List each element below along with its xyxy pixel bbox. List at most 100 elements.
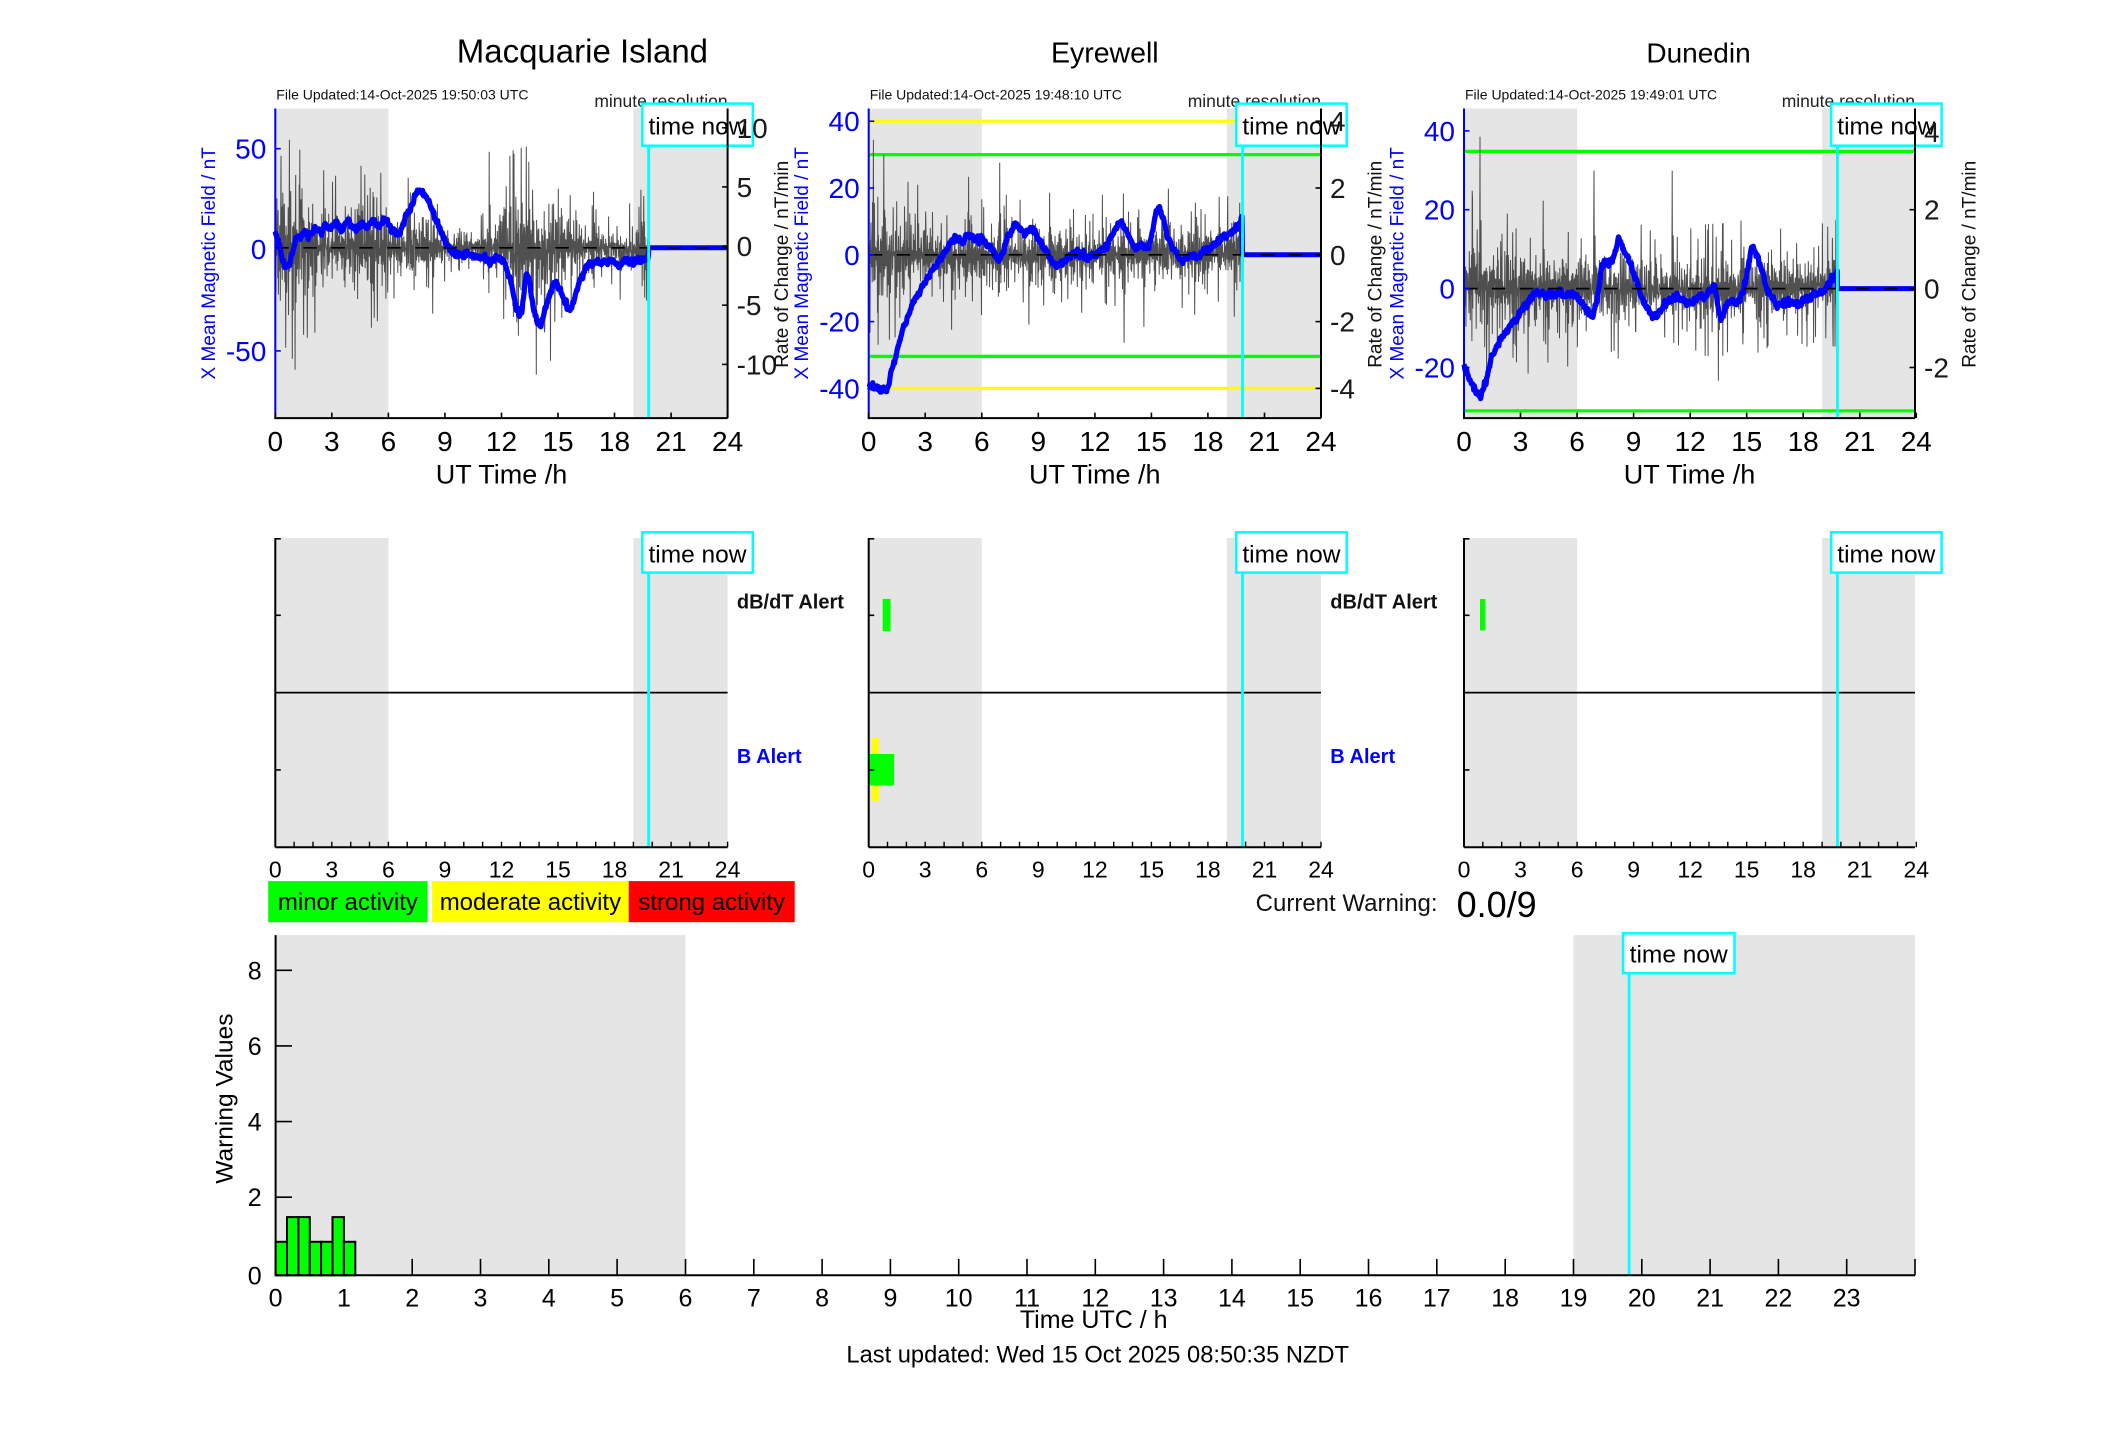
svg-text:18: 18 [602,857,628,883]
svg-text:5: 5 [610,1285,624,1313]
svg-text:5: 5 [737,172,753,203]
svg-text:20: 20 [829,173,860,204]
svg-text:21: 21 [1696,1285,1724,1313]
svg-text:15: 15 [1136,426,1167,457]
svg-text:23: 23 [1833,1285,1861,1313]
svg-text:3: 3 [1513,426,1529,457]
svg-text:4: 4 [248,1109,262,1137]
svg-text:6: 6 [974,426,990,457]
svg-text:0: 0 [1458,857,1471,883]
svg-text:21: 21 [1844,426,1875,457]
svg-text:0: 0 [861,426,877,457]
svg-text:-4: -4 [1330,373,1355,404]
svg-text:9: 9 [883,1285,897,1313]
svg-text:0: 0 [1439,274,1455,305]
svg-text:9: 9 [1627,857,1640,883]
svg-text:File Updated:14-Oct-2025 19:48: File Updated:14-Oct-2025 19:48:10 UTC [870,87,1122,103]
svg-text:time now: time now [1837,114,1935,141]
svg-text:X Mean Magnetic Field / nT: X Mean Magnetic Field / nT [792,147,813,380]
svg-text:UT Time /h: UT Time /h [1624,460,1756,490]
svg-text:24: 24 [1904,857,1930,883]
svg-text:24: 24 [712,426,743,457]
svg-text:Rate of Change / nT/min: Rate of Change / nT/min [772,161,793,368]
svg-text:8: 8 [815,1285,829,1313]
svg-text:19: 19 [1560,1285,1588,1313]
svg-text:6: 6 [679,1285,693,1313]
svg-text:0: 0 [268,426,284,457]
svg-text:-20: -20 [819,307,859,338]
svg-text:10: 10 [737,113,768,144]
svg-text:moderate activity: moderate activity [440,889,621,916]
svg-text:X Mean Magnetic Field / nT: X Mean Magnetic Field / nT [199,147,220,380]
svg-text:12: 12 [1677,857,1703,883]
svg-text:3: 3 [474,1285,488,1313]
svg-text:File Updated:14-Oct-2025 19:49: File Updated:14-Oct-2025 19:49:01 UTC [1465,87,1717,103]
svg-text:Current Warning:: Current Warning: [1256,890,1438,917]
svg-text:24: 24 [1308,857,1334,883]
svg-text:-2: -2 [1924,353,1949,384]
svg-text:1: 1 [337,1285,351,1313]
svg-text:2: 2 [1924,195,1940,226]
svg-text:time now: time now [1837,541,1935,568]
svg-text:21: 21 [1252,857,1278,883]
svg-text:17: 17 [1423,1285,1451,1313]
svg-text:Rate of Change / nT/min: Rate of Change / nT/min [1366,161,1387,368]
svg-text:13: 13 [1150,1285,1178,1313]
svg-text:9: 9 [1032,857,1045,883]
svg-text:0: 0 [251,234,267,265]
svg-text:6: 6 [975,857,988,883]
svg-text:12: 12 [1082,857,1108,883]
svg-text:time now: time now [648,541,746,568]
svg-text:21: 21 [656,426,687,457]
svg-text:15: 15 [1731,426,1762,457]
svg-text:Time UTC / h: Time UTC / h [1020,1306,1168,1334]
svg-text:21: 21 [1249,426,1280,457]
svg-text:UT Time /h: UT Time /h [1029,460,1161,490]
svg-text:time now: time now [1242,114,1340,141]
svg-text:Last updated: Wed 15 Oct 2025: Last updated: Wed 15 Oct 2025 08:50:35 N… [846,1343,1349,1369]
svg-text:18: 18 [599,426,630,457]
svg-text:Dunedin: Dunedin [1646,38,1750,69]
svg-text:dB/dT Alert: dB/dT Alert [1330,591,1437,613]
svg-text:12: 12 [1079,426,1110,457]
svg-text:11: 11 [1014,1285,1040,1313]
svg-text:File Updated:14-Oct-2025 19:50: File Updated:14-Oct-2025 19:50:03 UTC [276,87,528,103]
svg-text:3: 3 [917,426,933,457]
svg-text:2: 2 [248,1184,262,1212]
svg-text:18: 18 [1788,426,1819,457]
svg-text:18: 18 [1192,426,1223,457]
svg-text:15: 15 [1139,857,1165,883]
svg-text:22: 22 [1764,1285,1792,1313]
svg-text:6: 6 [1569,426,1585,457]
svg-text:40: 40 [1424,116,1455,147]
svg-text:3: 3 [919,857,932,883]
svg-text:B Alert: B Alert [737,746,802,768]
svg-text:-5: -5 [737,290,762,321]
svg-text:time now: time now [648,114,746,141]
svg-text:Rate of Change / nT/min: Rate of Change / nT/min [1960,161,1981,368]
svg-text:X Mean Magnetic Field / nT: X Mean Magnetic Field / nT [1388,147,1409,380]
svg-text:6: 6 [382,857,395,883]
svg-text:strong activity: strong activity [638,889,785,916]
svg-text:18: 18 [1491,1285,1519,1313]
svg-text:12: 12 [1675,426,1706,457]
svg-text:20: 20 [1424,195,1455,226]
svg-text:0: 0 [1330,240,1346,271]
svg-text:-50: -50 [226,336,266,367]
svg-text:3: 3 [324,426,340,457]
svg-text:9: 9 [1031,426,1047,457]
svg-text:0: 0 [269,1285,283,1313]
svg-text:time now: time now [1242,541,1340,568]
svg-text:50: 50 [235,134,266,165]
svg-text:Warning Values: Warning Values [212,1013,239,1183]
svg-text:4: 4 [1330,106,1346,137]
svg-text:15: 15 [1286,1285,1314,1313]
svg-text:B Alert: B Alert [1330,746,1395,768]
svg-text:9: 9 [1626,426,1642,457]
svg-text:21: 21 [1847,857,1873,883]
svg-text:15: 15 [545,857,571,883]
svg-text:3: 3 [325,857,338,883]
svg-text:0: 0 [862,857,875,883]
svg-text:dB/dT Alert: dB/dT Alert [737,591,844,613]
svg-text:18: 18 [1790,857,1816,883]
